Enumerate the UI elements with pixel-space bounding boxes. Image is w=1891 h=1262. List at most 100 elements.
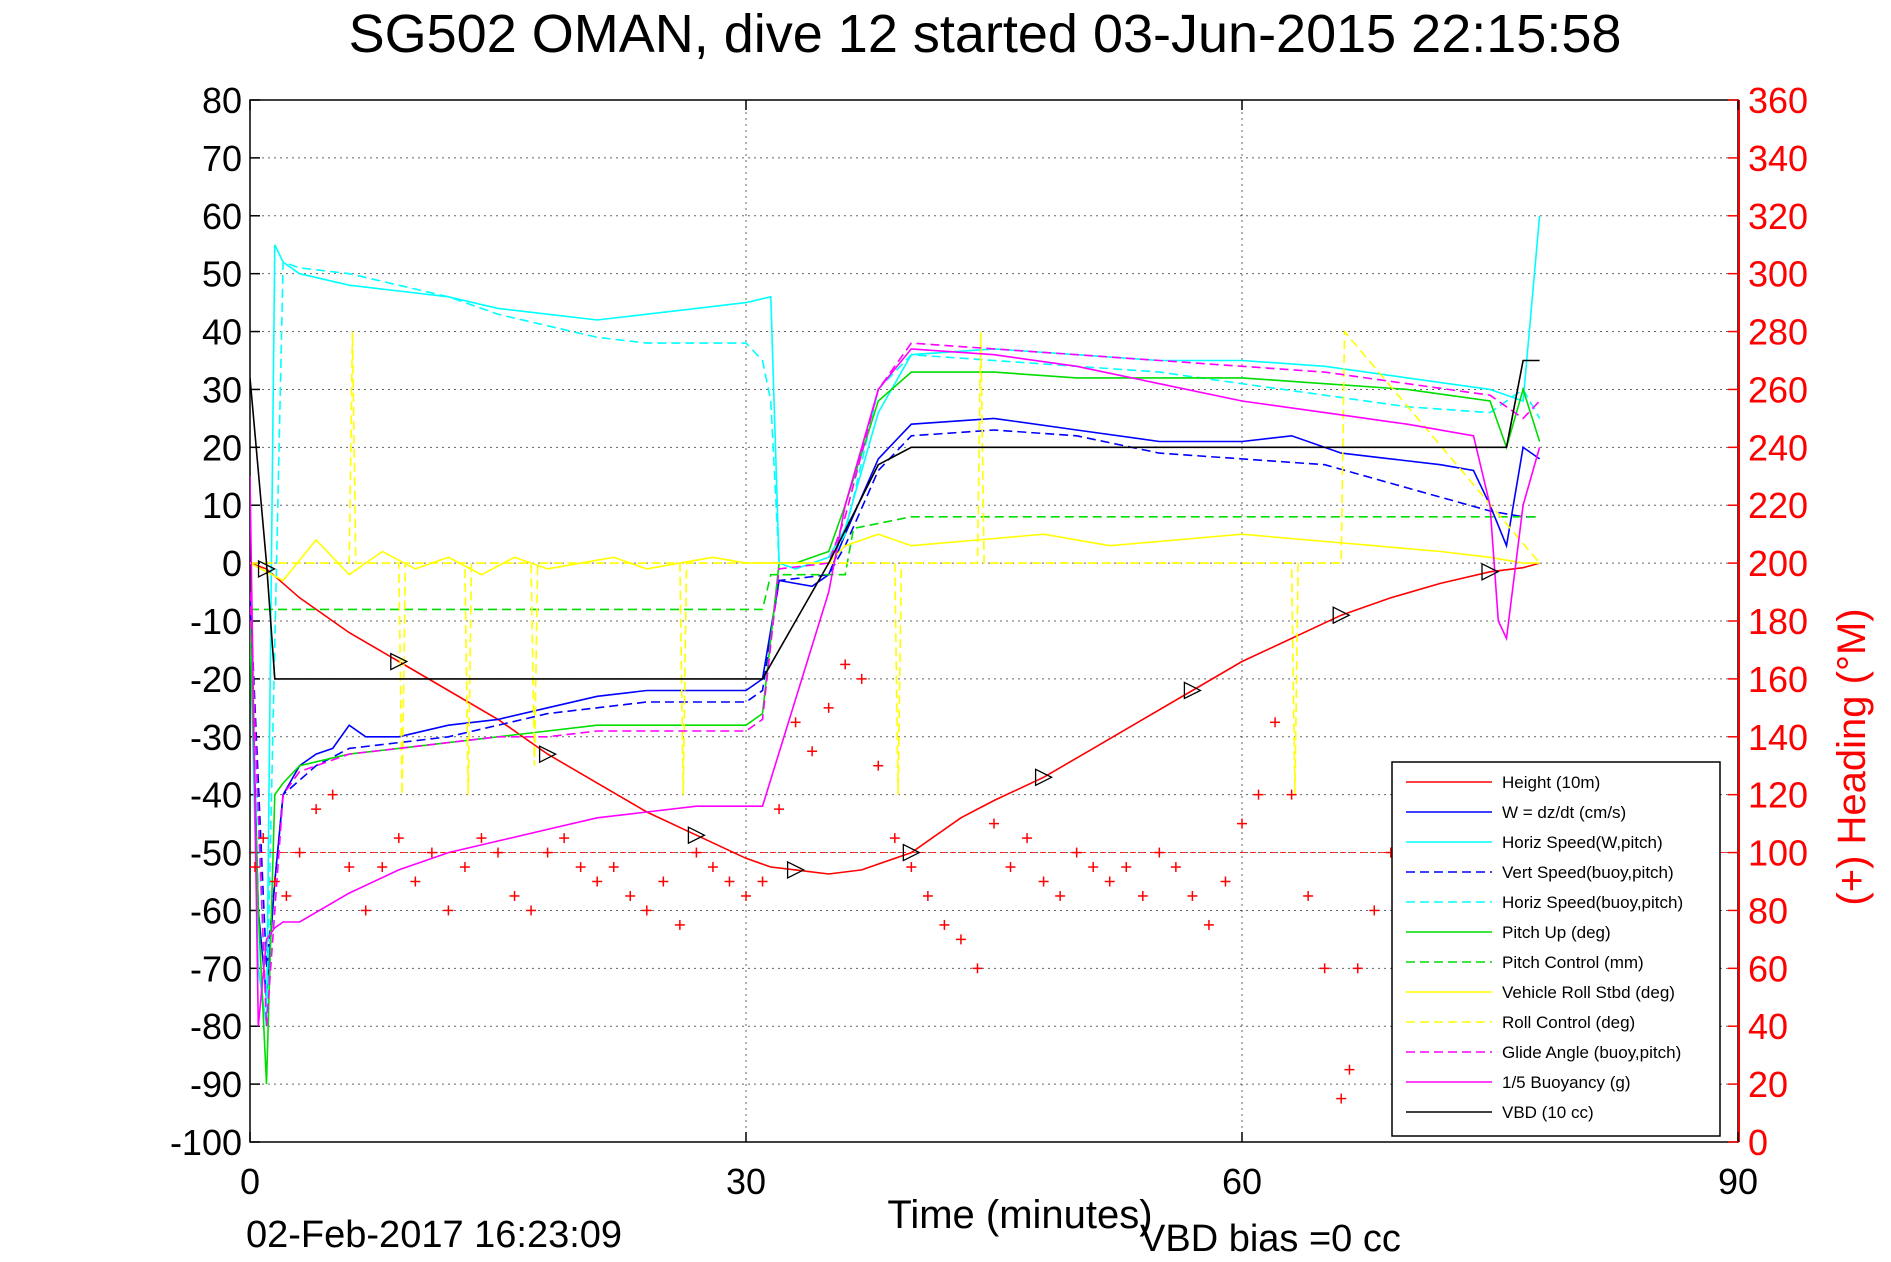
- heading-marker: [1220, 876, 1231, 887]
- heading-marker: [1154, 847, 1165, 858]
- heading-marker: [1187, 890, 1198, 901]
- y-tick-label: -80: [190, 1006, 242, 1047]
- heading-marker: [873, 760, 884, 771]
- height-marker: [390, 652, 409, 671]
- heading-marker: [889, 833, 900, 844]
- legend-label-1: W = dz/dt (cm/s): [1502, 803, 1626, 822]
- footer-note: VBD bias =0 cc: [1140, 1218, 1401, 1260]
- heading-marker: [327, 789, 338, 800]
- y-tick-label: -70: [190, 948, 242, 989]
- footer-date: 02-Feb-2017 16:23:09: [246, 1214, 622, 1256]
- x-tick-label: 90: [1718, 1161, 1758, 1202]
- y-tick-label: 40: [202, 312, 242, 353]
- chart-title: SG502 OMAN, dive 12 started 03-Jun-2015 …: [349, 4, 1622, 64]
- heading-marker: [939, 919, 950, 930]
- heading-marker: [1137, 890, 1148, 901]
- heading-marker: [575, 862, 586, 873]
- y-tick-label: 0: [222, 543, 242, 584]
- y-tick-label: -10: [190, 601, 242, 642]
- height-marker: [687, 826, 706, 845]
- heading-marker: [1088, 862, 1099, 873]
- heading-marker: [823, 702, 834, 713]
- y-tick-label: 20: [202, 427, 242, 468]
- y2-tick-label: 320: [1748, 196, 1808, 237]
- y2-tick-label: 140: [1748, 717, 1808, 758]
- legend-label-11: VBD (10 cc): [1502, 1103, 1594, 1122]
- legend-label-3: Vert Speed(buoy,pitch): [1502, 863, 1674, 882]
- height-marker: [1481, 562, 1500, 581]
- series-line-9: [250, 342, 1541, 1027]
- y2-tick-label: 100: [1748, 833, 1808, 874]
- height-marker: [786, 860, 806, 879]
- y-tick-label: -50: [190, 833, 242, 874]
- height-marker: [1034, 768, 1054, 787]
- heading-marker: [674, 919, 685, 930]
- y-tick-label: -90: [190, 1064, 242, 1105]
- height-marker: [538, 745, 558, 764]
- y2-tick-label: 340: [1748, 138, 1808, 179]
- heading-marker: [393, 833, 404, 844]
- legend: Height (10m) W = dz/dt (cm/s) Horiz Speed(…: [1391, 761, 1721, 1137]
- heading-marker: [1022, 833, 1033, 844]
- heading-marker: [1104, 876, 1115, 887]
- y2-tick-label: 260: [1748, 369, 1808, 410]
- x-tick-label: 60: [1222, 1161, 1262, 1202]
- legend-label-8: Roll Control (deg): [1502, 1013, 1635, 1032]
- heading-marker: [707, 862, 718, 873]
- y2-tick-label: 60: [1748, 948, 1788, 989]
- heading-marker: [790, 717, 801, 728]
- heading-marker: [741, 890, 751, 901]
- heading-marker: [972, 963, 983, 974]
- series-line-2: [250, 215, 1541, 1027]
- heading-marker: [509, 890, 520, 901]
- y2-tick-label: 360: [1748, 80, 1808, 121]
- y2-tick-label: 80: [1748, 890, 1788, 931]
- heading-marker: [1038, 876, 1049, 887]
- heading-marker: [1270, 717, 1281, 728]
- heading-marker: [1369, 905, 1380, 916]
- heading-marker: [1336, 1093, 1347, 1104]
- series-line-4: [250, 260, 1541, 1027]
- legend-label-6: Pitch Control (mm): [1502, 953, 1644, 972]
- heading-marker: [360, 905, 371, 916]
- y-tick-label: 30: [202, 369, 242, 410]
- heading-marker: [542, 847, 553, 858]
- heading-marker: [691, 847, 702, 858]
- heading-marker: [625, 890, 636, 901]
- legend-label-2: Horiz Speed(W,pitch): [1502, 833, 1663, 852]
- x-tick-label: 30: [726, 1161, 766, 1202]
- y2-tick-label: 160: [1748, 659, 1808, 700]
- height-marker: [902, 843, 921, 862]
- y2-tick-label: 40: [1748, 1006, 1788, 1047]
- heading-marker: [250, 862, 260, 873]
- y-tick-label: 10: [202, 485, 242, 526]
- heading-marker: [1005, 862, 1016, 873]
- heading-marker: [559, 833, 570, 844]
- heading-marker: [757, 876, 768, 887]
- legend-label-5: Pitch Up (deg): [1502, 923, 1611, 942]
- heading-marker: [658, 876, 669, 887]
- heading-marker: [258, 833, 269, 844]
- heading-marker: [955, 934, 966, 945]
- heading-marker: [1121, 862, 1132, 873]
- y2-tick-label: 240: [1748, 427, 1808, 468]
- series-line-10: [250, 348, 1541, 1027]
- axis-ticks: 0 30 60 9080706050403020100-10-20-30-40-50-…: [170, 80, 1808, 1202]
- series-line-0: [250, 562, 1540, 875]
- heading-marker: [922, 890, 933, 901]
- y-tick-label: 50: [202, 254, 242, 295]
- y2-tick-label: 120: [1748, 775, 1808, 816]
- legend-box: [1391, 761, 1721, 1137]
- heading-marker: [592, 876, 603, 887]
- y-tick-label: 60: [202, 196, 242, 237]
- x-tick-label: 0: [240, 1161, 260, 1202]
- heading-marker: [344, 862, 355, 873]
- right-axis-label: (+) Heading (°M): [1830, 608, 1874, 905]
- heading-marker: [426, 847, 437, 858]
- heading-marker: [724, 876, 735, 887]
- heading-marker: [641, 905, 652, 916]
- y-tick-label: -30: [190, 717, 242, 758]
- y-tick-label: -60: [190, 890, 242, 931]
- heading-marker: [856, 673, 867, 684]
- heading-marker: [526, 905, 537, 916]
